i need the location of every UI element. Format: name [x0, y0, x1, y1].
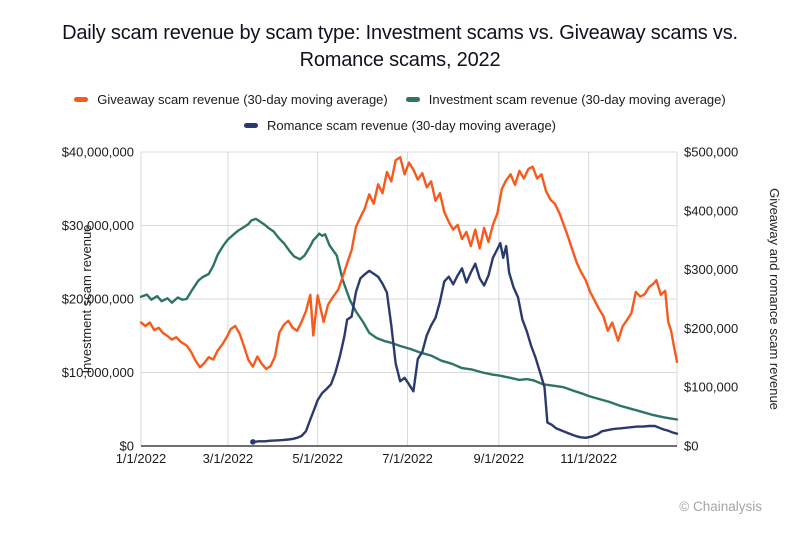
- legend-item-romance: Romance scam revenue (30-day moving aver…: [243, 118, 557, 133]
- legend-label-romance: Romance scam revenue (30-day moving aver…: [266, 118, 557, 133]
- left-tick-label: $30,000,000: [62, 218, 134, 233]
- x-tick-label: 9/1/2022: [474, 451, 525, 466]
- chart-title: Daily scam revenue by scam type: Investm…: [62, 22, 738, 71]
- right-tick-label: $400,000: [684, 203, 738, 218]
- legend-label-giveaway: Giveaway scam revenue (30-day moving ave…: [97, 92, 388, 107]
- x-tick-label: 1/1/2022: [116, 451, 167, 466]
- x-tick-label: 7/1/2022: [382, 451, 433, 466]
- series-line-investment: [139, 217, 679, 421]
- series-line-romance: [251, 241, 679, 444]
- legend-swatch-investment-icon: [405, 97, 420, 102]
- series-line-giveaway: [139, 156, 679, 371]
- series-start-dot-romance: [250, 439, 256, 445]
- left-tick-label: $40,000,000: [62, 145, 134, 160]
- right-tick-label: $200,000: [684, 321, 738, 336]
- x-tick-label: 3/1/2022: [203, 451, 254, 466]
- legend-swatch-romance-icon: [243, 123, 258, 128]
- legend-row-1: Giveaway scam revenue (30-day moving ave…: [74, 92, 726, 107]
- legend-item-giveaway: Giveaway scam revenue (30-day moving ave…: [74, 92, 388, 107]
- right-tick-label: $0: [684, 439, 698, 454]
- legend-item-investment: Investment scam revenue (30-day moving a…: [405, 92, 726, 107]
- left-tick-label: $20,000,000: [62, 292, 134, 307]
- left-axis-title: Investment scam revenue: [79, 225, 94, 374]
- right-tick-label: $100,000: [684, 380, 738, 395]
- left-tick-label: $10,000,000: [62, 365, 134, 380]
- right-tick-label: $300,000: [684, 262, 738, 277]
- right-axis-title: Giveaway and romance scam revenue: [767, 188, 782, 410]
- credit: © Chainalysis: [679, 499, 762, 514]
- legend-label-investment: Investment scam revenue (30-day moving a…: [428, 92, 726, 107]
- x-tick-label: 5/1/2022: [292, 451, 343, 466]
- left-tick-label: $0: [120, 439, 134, 454]
- right-tick-label: $500,000: [684, 145, 738, 160]
- legend-row-2: Romance scam revenue (30-day moving aver…: [243, 118, 557, 133]
- legend: Giveaway scam revenue (30-day moving ave…: [0, 92, 800, 133]
- x-tick-label: 11/1/2022: [560, 451, 617, 466]
- legend-swatch-giveaway-icon: [74, 97, 89, 102]
